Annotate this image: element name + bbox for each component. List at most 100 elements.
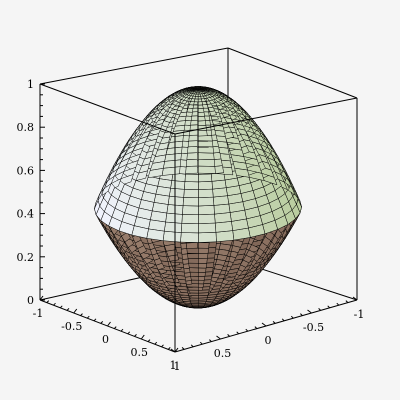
upper-surface-patch <box>146 228 165 241</box>
x-tick <box>174 347 179 353</box>
x-minor-tick <box>147 339 151 342</box>
y-tick <box>352 296 358 301</box>
x-minor-tick <box>154 341 158 345</box>
x-minor-tick <box>86 315 90 319</box>
lower-surface-patch <box>197 247 209 254</box>
box-edge <box>39 47 229 85</box>
lower-surface-patch <box>197 253 209 259</box>
z-tick-label: 0.4 <box>17 208 35 221</box>
upper-surface-patch <box>165 212 183 224</box>
z-tick-label: 0 <box>27 294 34 307</box>
upper-surface-patch <box>198 130 208 137</box>
upper-surface-patch <box>167 195 184 206</box>
x-minor-tick <box>66 308 70 311</box>
x-minor-tick <box>161 344 164 348</box>
box-edge <box>174 97 358 135</box>
upper-surface-patch <box>214 221 233 233</box>
y-tick-label: 0.5 <box>214 347 232 360</box>
upper-surface-patch <box>169 187 185 198</box>
y-minor-tick <box>290 315 294 319</box>
surface-mesh <box>94 86 302 309</box>
x-minor-tick <box>93 318 97 322</box>
upper-surface-patch <box>182 197 199 207</box>
lower-surface-patch <box>197 276 206 281</box>
x-minor-tick <box>100 321 104 324</box>
upper-surface-patch <box>197 101 203 106</box>
x-minor-tick <box>120 328 124 332</box>
upper-surface-patch <box>183 189 199 198</box>
upper-surface-patch <box>198 222 217 234</box>
x-tick-label: 1 <box>170 359 177 372</box>
upper-surface-patch <box>215 230 235 243</box>
upper-surface-patch <box>197 104 204 109</box>
upper-surface-patch <box>197 96 202 100</box>
y-tick-label: -1 <box>354 308 365 321</box>
y-minor-tick <box>300 313 303 316</box>
y-tick <box>170 348 176 353</box>
upper-surface-patch <box>197 120 207 126</box>
lower-surface-patch <box>197 258 208 264</box>
lower-surface-patch <box>197 272 206 277</box>
upper-surface-patch <box>180 232 199 243</box>
upper-surface-patch <box>198 196 215 207</box>
y-minor-tick <box>281 318 285 322</box>
upper-surface-patch <box>197 152 215 160</box>
upper-surface-patch <box>180 223 199 234</box>
y-tick-label: 1 <box>174 360 181 373</box>
box-edge <box>227 47 358 99</box>
y-minor-tick <box>236 331 240 335</box>
upper-surface-patch <box>197 111 205 117</box>
z-tick-label: 0.2 <box>17 251 35 264</box>
upper-surface-patch <box>197 165 216 174</box>
z-tick-label: 0.6 <box>17 164 35 177</box>
upper-surface-patch <box>197 98 203 103</box>
upper-surface-patch <box>170 180 186 190</box>
z-tick-label: 1 <box>27 78 34 91</box>
lower-surface-patch <box>197 263 207 269</box>
z-tick-label: 0.8 <box>17 121 35 134</box>
x-minor-tick <box>113 326 117 329</box>
upper-surface-patch <box>181 214 199 224</box>
upper-surface-patch <box>198 188 214 198</box>
y-minor-tick <box>199 341 203 345</box>
upper-surface-patch <box>164 221 183 233</box>
y-minor-tick <box>209 339 212 342</box>
x-tick-label: -0.5 <box>61 320 82 333</box>
upper-surface-patch <box>161 166 181 176</box>
y-tick-label: 0 <box>265 334 272 347</box>
x-tick-label: -1 <box>33 307 44 320</box>
x-minor-tick <box>167 347 171 350</box>
y-minor-tick <box>345 300 349 303</box>
x-minor-tick <box>134 334 137 337</box>
x-minor-tick <box>46 300 50 303</box>
y-tick <box>307 309 312 314</box>
upper-surface-patch <box>198 181 213 190</box>
x-minor-tick <box>53 302 56 306</box>
lower-surface-patch <box>197 242 210 249</box>
upper-surface-patch <box>198 173 213 183</box>
lower-surface-patch <box>197 283 204 288</box>
upper-surface-patch <box>184 173 199 183</box>
y-minor-tick <box>336 302 340 306</box>
y-minor-tick <box>190 344 194 348</box>
upper-surface-patch <box>197 116 206 122</box>
upper-surface-patch <box>184 181 199 190</box>
upper-surface-patch <box>94 194 100 209</box>
upper-surface-patch <box>198 232 217 243</box>
y-minor-tick <box>227 334 230 337</box>
x-minor-tick <box>59 305 63 309</box>
y-minor-tick <box>245 328 249 332</box>
x-tick-label: 0 <box>102 333 109 346</box>
y-tick <box>216 335 221 340</box>
y-minor-tick <box>327 305 331 309</box>
x-minor-tick <box>127 331 131 335</box>
x-tick <box>73 308 78 314</box>
x-tick <box>39 295 44 301</box>
upper-surface-patch <box>182 205 199 215</box>
upper-surface-patch <box>197 108 205 113</box>
upper-surface-patch <box>212 195 230 206</box>
y-minor-tick <box>318 308 321 311</box>
x-tick <box>107 321 111 327</box>
